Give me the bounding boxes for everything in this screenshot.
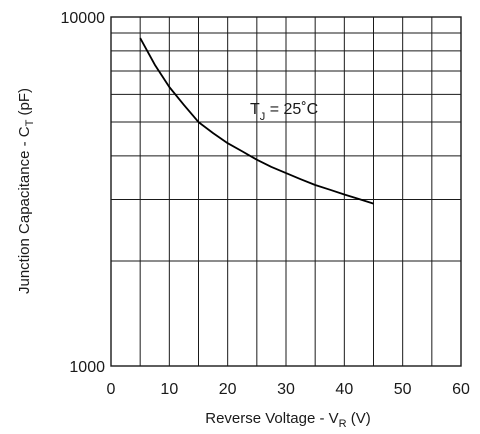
x-axis-label-tail: (V)	[347, 410, 371, 427]
y-axis-label: Junction Capacitance - CT (pF)	[16, 88, 36, 294]
y-tick-label: 1000	[69, 359, 105, 376]
capacitance-curve	[139, 37, 374, 205]
annotation-tail: = 25˚C	[265, 101, 318, 118]
x-axis-label: Reverse Voltage - VR (V)	[205, 410, 371, 430]
annotation-main: T	[250, 101, 260, 118]
x-tick-label: 20	[219, 381, 237, 398]
tick-labels: 0 10 20 30 40 50 60 1000 10000	[61, 10, 471, 398]
annotation-subscript: J	[260, 111, 266, 123]
x-tick-label: 50	[394, 381, 412, 398]
x-tick-label: 0	[107, 381, 116, 398]
y-tick-label: 10000	[61, 10, 106, 27]
grid	[111, 17, 461, 366]
x-axis-label-subscript: R	[339, 418, 347, 430]
y-axis-label-subscript: T	[24, 119, 36, 126]
junction-temperature-annotation: TJ = 25˚C	[250, 101, 318, 123]
y-axis-label-main: Junction Capacitance - C	[16, 126, 33, 294]
x-axis-label-main: Reverse Voltage - V	[205, 410, 338, 427]
series-layer	[139, 37, 374, 205]
x-tick-label: 10	[160, 381, 178, 398]
y-axis-label-tail: (pF)	[16, 88, 33, 120]
plot-area-frame	[110, 16, 462, 367]
x-tick-label: 30	[277, 381, 295, 398]
x-tick-label: 60	[452, 381, 470, 398]
x-tick-label: 40	[335, 381, 353, 398]
